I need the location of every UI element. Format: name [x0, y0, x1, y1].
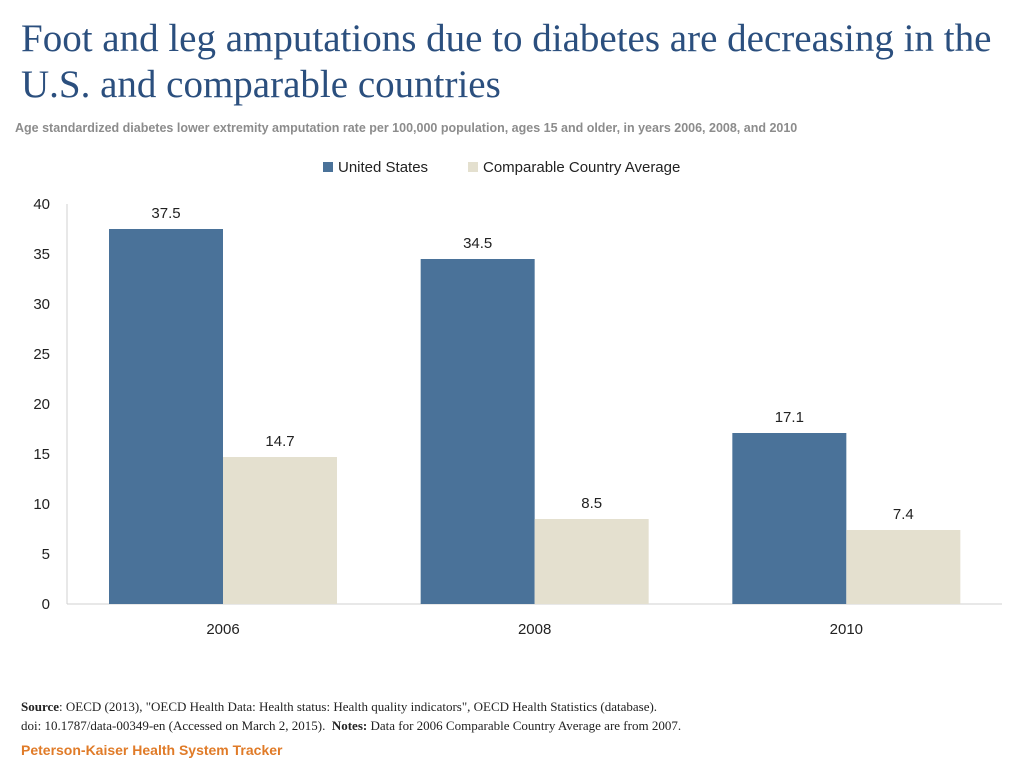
bar-comparable-2006: [223, 457, 337, 604]
y-tick-label: 10: [33, 496, 50, 513]
y-tick-label: 35: [33, 246, 50, 263]
brand-name: Peterson-Kaiser Health System Tracker: [21, 742, 283, 758]
x-tick-label-2010: 2010: [830, 621, 863, 638]
y-tick-label: 0: [42, 596, 50, 613]
legend-swatch-us: [323, 162, 333, 172]
bar-comparable-2010: [846, 530, 961, 604]
y-tick-label: 25: [33, 346, 50, 363]
chart-subtitle: Age standardized diabetes lower extremit…: [15, 121, 798, 135]
x-tick-label-2006: 2006: [206, 621, 239, 638]
x-tick-label-2008: 2008: [518, 621, 551, 638]
data-label-us-2008: 34.5: [463, 235, 492, 252]
legend-label-comparable: Comparable Country Average: [483, 159, 680, 176]
source-note: Source: OECD (2013), "OECD Health Data: …: [21, 697, 1011, 735]
data-label-comparable-2008: 8.5: [581, 495, 602, 512]
legend-label-us: United States: [338, 159, 428, 176]
notes-label: Notes:: [331, 718, 368, 733]
legend-swatch-comparable: [468, 162, 478, 172]
doi-text: doi: 10.1787/data-00349-en (Accessed on …: [21, 718, 326, 733]
chart-title: Foot and leg amputations due to diabetes…: [21, 17, 992, 106]
data-label-us-2006: 37.5: [151, 205, 180, 222]
y-tick-label: 15: [33, 446, 50, 463]
bar-us-2010: [732, 433, 847, 604]
y-tick-label: 20: [33, 396, 50, 413]
source-label: Source: [21, 699, 60, 714]
bar-chart: United States Comparable Country Average 0…: [33, 159, 1002, 638]
bar-comparable-2008: [534, 519, 649, 604]
bar-us-2006: [109, 229, 223, 604]
y-tick-label: 5: [42, 546, 50, 563]
data-label-comparable-2006: 14.7: [265, 433, 294, 450]
source-text: : OECD (2013), "OECD Health Data: Health…: [59, 699, 658, 714]
y-tick-label: 40: [33, 196, 50, 213]
bar-us-2008: [420, 259, 535, 604]
data-label-us-2010: 17.1: [775, 409, 804, 426]
y-tick-label: 30: [33, 296, 50, 313]
data-label-comparable-2010: 7.4: [893, 506, 914, 523]
notes-text: Data for 2006 Comparable Country Average…: [367, 718, 682, 733]
